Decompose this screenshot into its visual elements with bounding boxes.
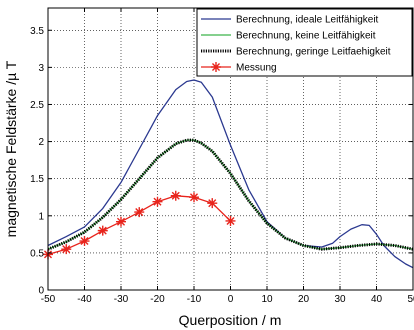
series-line-1	[47, 79, 414, 269]
measurement-point	[170, 190, 181, 201]
grid	[48, 8, 413, 290]
x-tick-label: 20	[298, 294, 310, 305]
y-tick-label: 3.5	[30, 26, 44, 37]
y-tick-label: 1.5	[30, 174, 44, 185]
legend: Berechnung, ideale Leitfähigkeit Berechnu…	[196, 8, 413, 77]
measurement-point	[134, 207, 145, 218]
measurement-point	[152, 196, 163, 207]
tick-labels: -50 -40 -30 -20 -10 0 10 20 30 40 50 0 0.5 1 1.5 2 2.5 3 3…	[30, 26, 414, 305]
y-tick-label: 0.5	[30, 248, 44, 259]
x-axis-label: Querposition / m	[179, 312, 282, 328]
y-tick-label: 3	[38, 63, 44, 74]
measurement-point	[225, 215, 236, 226]
x-tick-label: -10	[187, 294, 202, 305]
legend-label-1: Berechnung, ideale Leitfähigkeit	[236, 15, 379, 26]
x-tick-label: 40	[371, 294, 383, 305]
x-tick-label: -40	[77, 294, 92, 305]
x-tick-label: 30	[334, 294, 346, 305]
x-tick-label: -50	[41, 294, 56, 305]
legend-label-2: Berechnung, keine Leitfähigkeit	[236, 31, 376, 42]
measurement-point	[97, 225, 108, 236]
y-tick-label: 2.5	[30, 100, 44, 111]
measurement-point	[207, 198, 218, 209]
measurement-point	[189, 192, 199, 203]
measurement-point	[79, 236, 90, 247]
legend-label-4: Messung	[236, 63, 277, 74]
y-tick-label: 2	[38, 137, 44, 148]
x-tick-label: 10	[261, 294, 273, 305]
measurement-point	[61, 244, 72, 255]
y-tick-label: 1	[38, 211, 44, 222]
y-tick-label: 0	[38, 286, 44, 297]
measurement-point	[116, 216, 126, 227]
x-tick-label: -20	[150, 294, 165, 305]
series-line-3	[47, 138, 414, 251]
legend-marker	[211, 62, 221, 72]
legend-label-3: Berechnung, geringe Leitfaehigkeit	[236, 47, 391, 58]
x-tick-label: 0	[228, 294, 234, 305]
y-axis-label: magnetische Feldstärke /µ T	[3, 60, 19, 237]
legend-box	[196, 8, 413, 77]
x-tick-label: -30	[114, 294, 129, 305]
x-tick-label: 50	[407, 294, 414, 305]
